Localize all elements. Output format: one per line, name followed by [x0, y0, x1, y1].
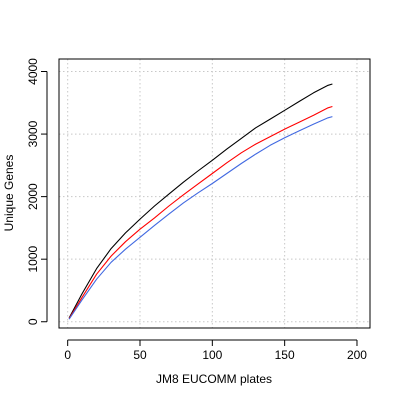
y-tick-label: 3000	[26, 120, 40, 147]
x-tick-label: 100	[202, 348, 222, 362]
y-tick-label: 1000	[26, 246, 40, 273]
x-tick-label: 150	[275, 348, 295, 362]
y-tick-label: 0	[26, 318, 40, 325]
plot-frame	[58, 58, 371, 329]
y-axis-label: Unique Genes	[2, 155, 16, 232]
series-line-3	[68, 116, 333, 320]
x-axis-label: JM8 EUCOMM plates	[156, 372, 272, 386]
x-axis: 0 50 100 150 200	[64, 339, 367, 362]
x-tick-label: 200	[347, 348, 367, 362]
x-tick-label: 0	[64, 348, 71, 362]
y-tick-label: 2000	[26, 183, 40, 210]
y-tick-label: 4000	[26, 58, 40, 85]
grid-layer	[59, 59, 370, 328]
series-line-2	[68, 105, 333, 319]
series-layer	[68, 83, 333, 320]
y-axis: 0 1000 2000 3000 4000	[26, 58, 48, 325]
series-line-1	[68, 83, 333, 319]
x-tick-label: 50	[133, 348, 147, 362]
